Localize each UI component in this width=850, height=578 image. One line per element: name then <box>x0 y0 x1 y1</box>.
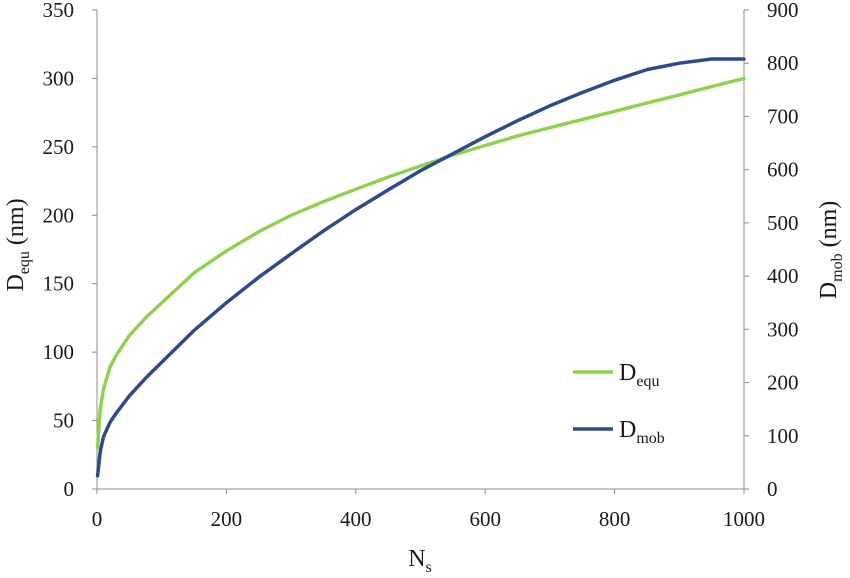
right-tick-label: 100 <box>767 424 799 448</box>
series-line-equ <box>95 76 746 450</box>
axes <box>92 9 749 494</box>
left-tick-label: 200 <box>43 203 75 227</box>
series-lines <box>95 57 746 478</box>
x-tick-label: 400 <box>340 507 372 531</box>
x-tick-label: 800 <box>599 507 631 531</box>
legend: Dequ Dmob <box>573 360 665 447</box>
x-tick-label: 600 <box>469 507 501 531</box>
tick-labels: 0 200 400 600 800 100005010015020025030035001… <box>43 0 799 531</box>
right-tick-label: 500 <box>767 211 799 235</box>
series-line-mob <box>95 57 746 478</box>
right-tick-label: 0 <box>767 477 778 501</box>
x-tick-label: 200 <box>211 507 243 531</box>
right-tick-label: 900 <box>767 0 799 22</box>
left-tick-label: 150 <box>43 272 75 296</box>
left-tick-label: 300 <box>43 66 75 90</box>
x-tick-label: 1000 <box>723 507 765 531</box>
x-axis-label: Ns <box>408 546 432 576</box>
right-tick-label: 600 <box>767 158 799 182</box>
right-tick-label: 300 <box>767 317 799 341</box>
right-tick-label: 200 <box>767 371 799 395</box>
legend-label-equ: Dequ <box>619 360 659 390</box>
right-tick-label: 800 <box>767 51 799 75</box>
left-axis-label: Dequ (nm) <box>3 198 33 291</box>
left-tick-label: 250 <box>43 135 75 159</box>
legend-label-mob: Dmob <box>619 417 665 447</box>
left-tick-label: 350 <box>43 0 75 22</box>
left-tick-label: 0 <box>64 477 75 501</box>
left-tick-label: 100 <box>43 340 75 364</box>
right-axis-label: Dmob (nm) <box>816 201 846 299</box>
right-tick-label: 400 <box>767 264 799 288</box>
x-tick-label: 0 <box>92 507 103 531</box>
left-tick-label: 50 <box>53 409 74 433</box>
right-tick-label: 700 <box>767 104 799 128</box>
